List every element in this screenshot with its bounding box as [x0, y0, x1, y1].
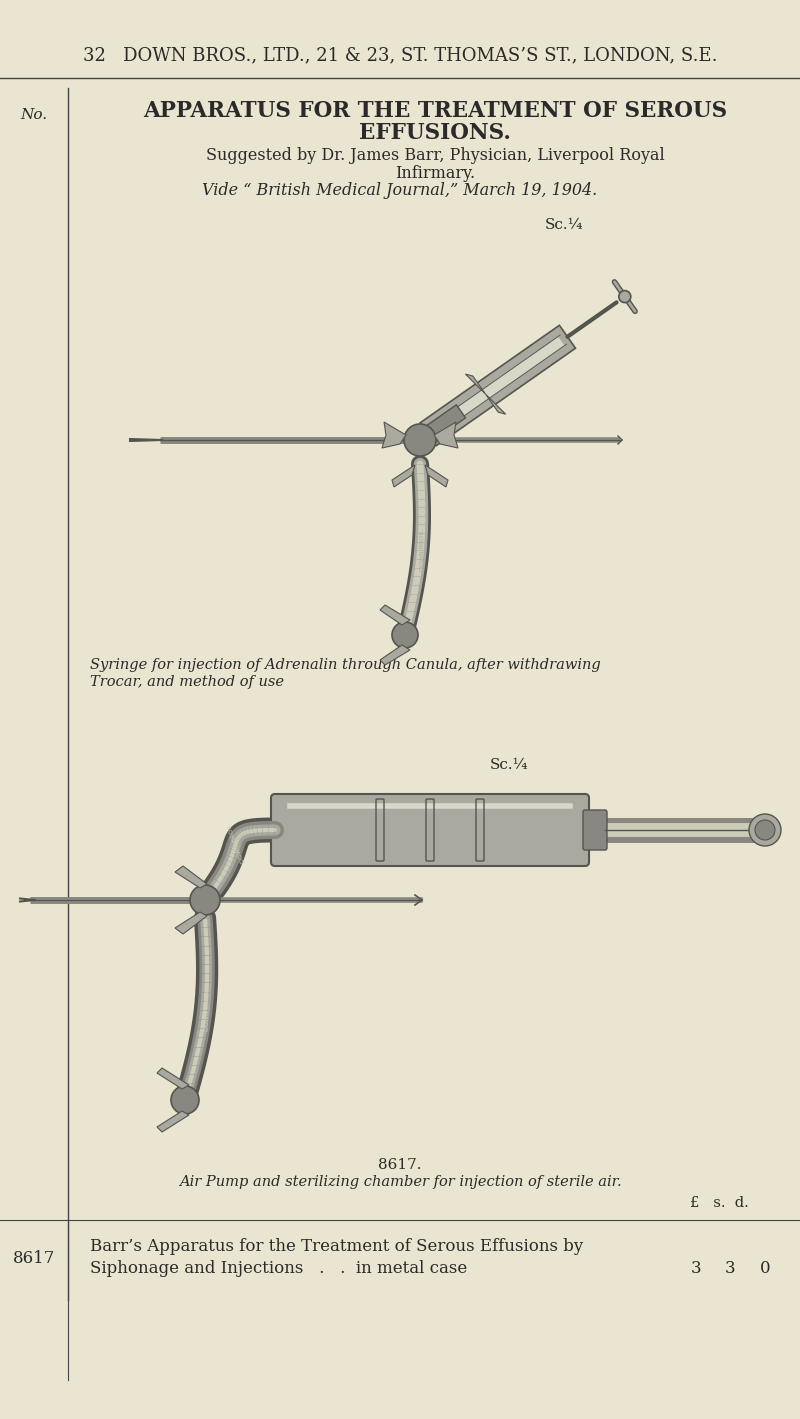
Text: Sc.¼: Sc.¼: [490, 758, 529, 772]
Circle shape: [392, 622, 418, 648]
Polygon shape: [431, 336, 564, 434]
Circle shape: [618, 291, 630, 302]
FancyBboxPatch shape: [271, 795, 589, 866]
Circle shape: [749, 815, 781, 846]
Text: Vide “ British Medical Journal,” March 19, 1904.: Vide “ British Medical Journal,” March 1…: [202, 182, 598, 199]
Polygon shape: [380, 604, 410, 624]
Polygon shape: [424, 404, 466, 441]
Text: Infirmary.: Infirmary.: [395, 165, 475, 182]
Polygon shape: [380, 646, 410, 666]
Text: 32   DOWN BROS., LTD., 21 & 23, ST. THOMAS’S ST., LONDON, S.E.: 32 DOWN BROS., LTD., 21 & 23, ST. THOMAS…: [82, 45, 718, 64]
Polygon shape: [382, 421, 406, 448]
Polygon shape: [486, 394, 506, 414]
Text: DOWN BROS.: DOWN BROS.: [206, 989, 210, 1032]
Circle shape: [404, 424, 436, 455]
Text: Sc.¼: Sc.¼: [545, 219, 583, 231]
Text: No.: No.: [21, 108, 47, 122]
Text: DOWN BROS.: DOWN BROS.: [226, 822, 246, 863]
Text: Siphonage and Injections   .   .  in metal case: Siphonage and Injections . . in metal ca…: [90, 1260, 467, 1277]
Polygon shape: [392, 465, 415, 487]
FancyBboxPatch shape: [583, 810, 607, 850]
Text: 3: 3: [690, 1260, 702, 1277]
Text: APPARATUS FOR THE TREATMENT OF SEROUS: APPARATUS FOR THE TREATMENT OF SEROUS: [143, 99, 727, 122]
Text: Trocar, and method of use: Trocar, and method of use: [90, 675, 284, 690]
Text: Air Pump and sterilizing chamber for injection of sterile air.: Air Pump and sterilizing chamber for inj…: [178, 1175, 622, 1189]
Polygon shape: [434, 421, 458, 448]
Polygon shape: [420, 325, 575, 446]
Circle shape: [171, 1086, 199, 1114]
Polygon shape: [466, 375, 486, 394]
Text: £   s.  d.: £ s. d.: [690, 1196, 749, 1210]
Text: DOWN BROS.: DOWN BROS.: [420, 529, 425, 572]
Text: Barr’s Apparatus for the Treatment of Serous Effusions by: Barr’s Apparatus for the Treatment of Se…: [90, 1237, 583, 1254]
Text: Syringe for injection of Adrenalin through Canula, after withdrawing: Syringe for injection of Adrenalin throu…: [90, 658, 601, 673]
Circle shape: [755, 820, 775, 840]
Polygon shape: [425, 465, 448, 487]
Polygon shape: [157, 1069, 189, 1088]
Text: 3: 3: [725, 1260, 735, 1277]
Polygon shape: [175, 912, 207, 934]
Circle shape: [190, 885, 220, 915]
Text: 8617: 8617: [13, 1250, 55, 1267]
Polygon shape: [175, 866, 207, 888]
Text: EFFUSIONS.: EFFUSIONS.: [359, 122, 511, 143]
Text: 8617.: 8617.: [378, 1158, 422, 1172]
Polygon shape: [157, 1111, 189, 1132]
Text: 0: 0: [760, 1260, 770, 1277]
Text: Suggested by Dr. James Barr, Physician, Liverpool Royal: Suggested by Dr. James Barr, Physician, …: [206, 148, 664, 165]
